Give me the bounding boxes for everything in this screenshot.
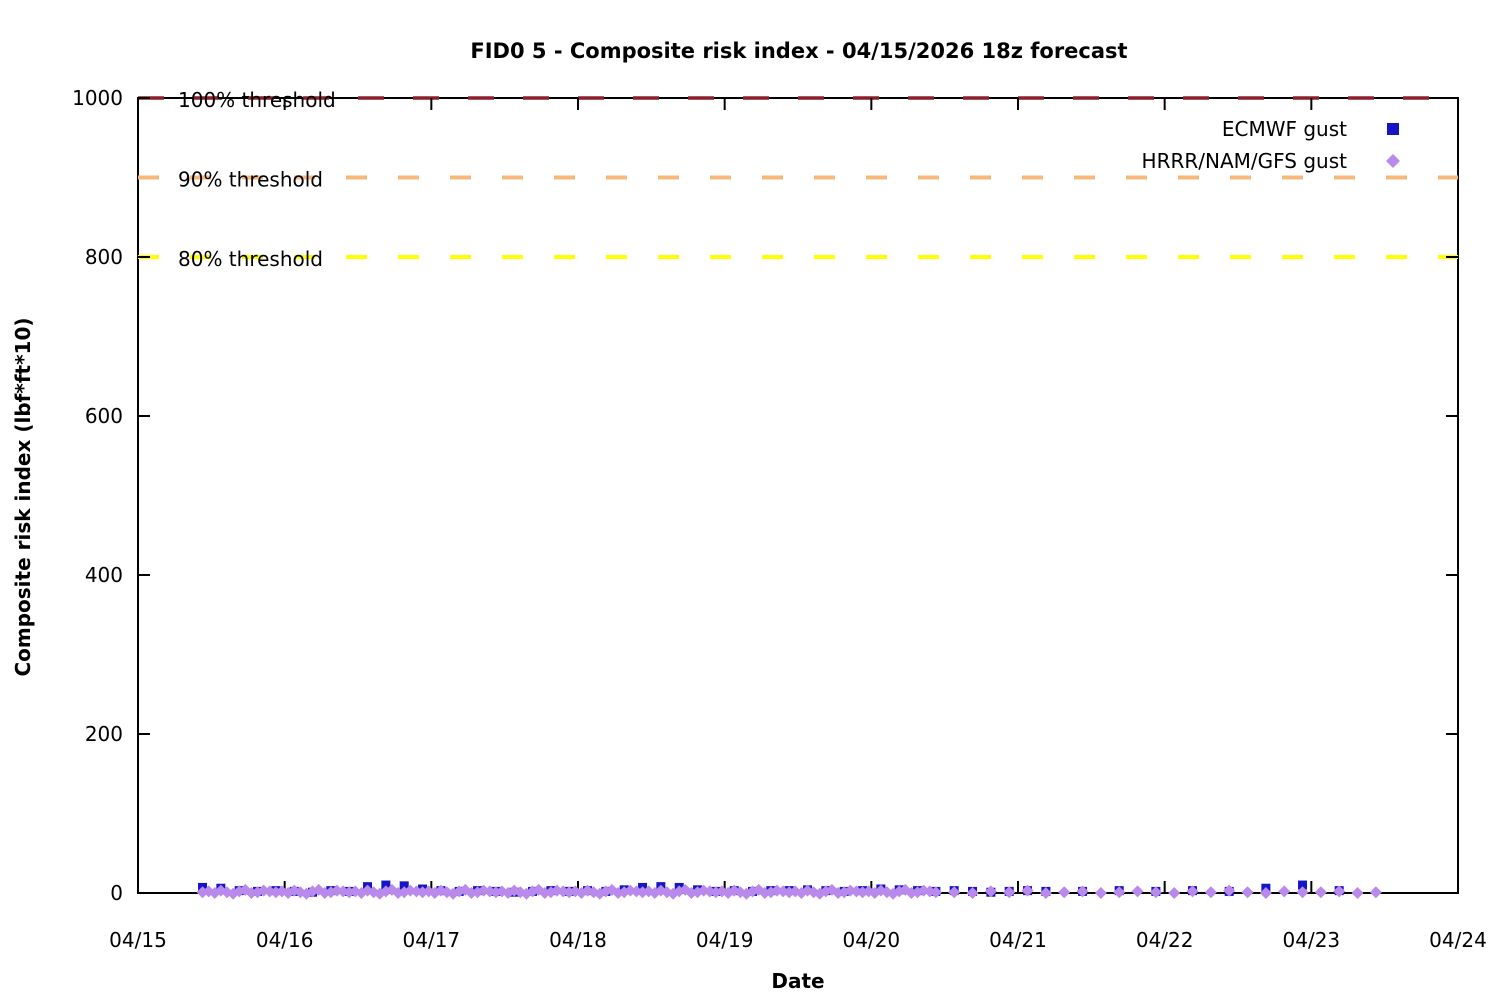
- data-point-ecmwf: [381, 880, 391, 890]
- data-point-hrrr-nam-gfs: [1241, 886, 1254, 899]
- chart-title: FID0 5 - Composite risk index - 04/15/20…: [470, 39, 1127, 63]
- axis-ticks: 04/15 04/16 04/17 04/18 04/19 04/20 04/21 04/22…: [72, 86, 1487, 952]
- x-tick-label: 04/22: [1136, 928, 1194, 952]
- threshold-label: 100% threshold: [178, 88, 336, 112]
- x-axis-label: Date: [771, 969, 824, 993]
- data-points: [196, 880, 1382, 900]
- y-tick-label: 800: [85, 245, 123, 269]
- data-point-hrrr-nam-gfs: [1076, 885, 1089, 898]
- data-point-hrrr-nam-gfs: [1021, 884, 1034, 897]
- legend-marker-square: [1387, 123, 1399, 135]
- data-point-hrrr-nam-gfs: [1039, 887, 1052, 899]
- data-point-hrrr-nam-gfs: [1278, 885, 1291, 898]
- data-point-hrrr-nam-gfs: [1131, 885, 1144, 898]
- data-point-hrrr-nam-gfs: [1223, 884, 1236, 897]
- threshold-label: 80% threshold: [178, 247, 323, 271]
- data-point-hrrr-nam-gfs: [1168, 887, 1181, 899]
- x-tick-label: 04/20: [843, 928, 901, 952]
- y-tick-label: 1000: [72, 86, 123, 110]
- data-point-ecmwf: [399, 881, 409, 891]
- x-tick-label: 04/23: [1283, 928, 1341, 952]
- data-point-hrrr-nam-gfs: [1259, 887, 1272, 899]
- data-point-hrrr-nam-gfs: [948, 886, 961, 899]
- x-tick-label: 04/15: [109, 928, 167, 952]
- threshold-label: 90% threshold: [178, 168, 323, 192]
- y-tick-label: 0: [110, 881, 123, 905]
- y-axis-label: Composite risk index (lbf*ft*10): [11, 317, 35, 676]
- data-point-hrrr-nam-gfs: [1314, 886, 1327, 899]
- threshold-labels: 100% threshold 90% threshold 80% threshold: [178, 88, 336, 271]
- plot-border: [137, 97, 1459, 894]
- data-point-hrrr-nam-gfs: [1333, 885, 1346, 898]
- data-point-hrrr-nam-gfs: [1351, 887, 1364, 899]
- x-tick-label: 04/24: [1429, 928, 1487, 952]
- x-tick-label: 04/18: [549, 928, 607, 952]
- x-tick-label: 04/21: [989, 928, 1047, 952]
- data-point-hrrr-nam-gfs: [1204, 886, 1217, 899]
- data-point-hrrr-nam-gfs: [966, 887, 979, 899]
- data-point-hrrr-nam-gfs: [1149, 886, 1162, 899]
- legend: ECMWF gust HRRR/NAM/GFS gust: [1142, 117, 1400, 173]
- data-point-ecmwf: [1298, 880, 1308, 890]
- y-tick-label: 600: [85, 404, 123, 428]
- data-point-hrrr-nam-gfs: [929, 886, 942, 899]
- data-point-hrrr-nam-gfs: [1369, 886, 1382, 899]
- data-point-hrrr-nam-gfs: [1003, 886, 1016, 899]
- y-tick-label: 200: [85, 722, 123, 746]
- x-tick-label: 04/17: [403, 928, 461, 952]
- x-tick-label: 04/19: [696, 928, 754, 952]
- data-point-hrrr-nam-gfs: [1186, 885, 1199, 898]
- data-point-hrrr-nam-gfs: [984, 885, 997, 898]
- legend-marker-diamond: [1386, 154, 1400, 168]
- data-point-hrrr-nam-gfs: [245, 887, 258, 899]
- data-point-hrrr-nam-gfs: [1058, 886, 1071, 899]
- threshold-lines: [138, 96, 1458, 259]
- data-point-hrrr-nam-gfs: [1113, 886, 1126, 899]
- data-point-hrrr-nam-gfs: [1094, 887, 1107, 899]
- y-tick-label: 400: [85, 563, 123, 587]
- x-tick-label: 04/16: [256, 928, 314, 952]
- data-point-hrrr-nam-gfs: [1296, 886, 1309, 899]
- legend-label: HRRR/NAM/GFS gust: [1142, 149, 1348, 173]
- legend-label: ECMWF gust: [1222, 117, 1347, 141]
